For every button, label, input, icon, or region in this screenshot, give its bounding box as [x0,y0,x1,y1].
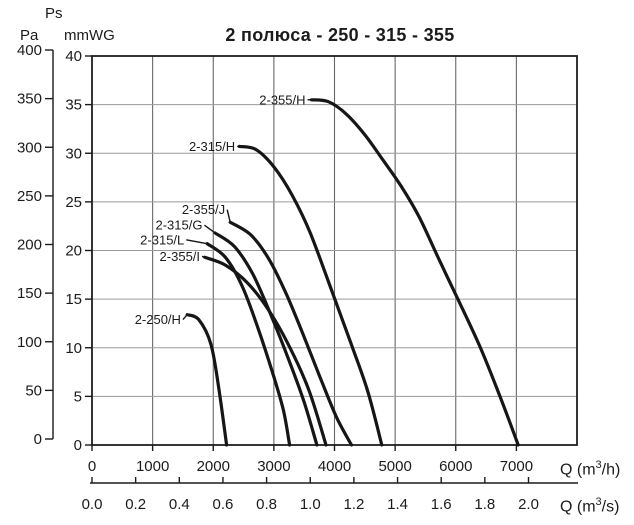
pa-tick-label: 250 [17,188,42,205]
m3h-tick-label: 3000 [257,458,290,475]
mmwg-axis-header: mmWG [64,27,115,44]
curve-label: 2-315/L [140,232,184,247]
m3h-tick-label: 7000 [500,458,533,475]
m3h-tick-label: 6000 [439,458,472,475]
curve-label-leader [226,209,231,223]
m3h-tick-label: 0 [88,458,96,475]
unit-suffix-m3h: /h) [601,461,621,479]
curve-2-315/G [213,231,319,447]
mmwg-tick-label: 15 [65,291,82,308]
m3h-tick-label: 1000 [136,458,169,475]
pa-tick-label: 100 [17,334,42,351]
curve-label: 2-355/I [160,249,200,264]
m3s-tick-label: 1.4 [387,496,408,513]
m3s-tick-label: 0.2 [125,496,146,513]
m3s-tick-label: 1.0 [300,496,321,513]
pa-tick-label: 50 [25,382,42,399]
x-axis-unit-m3s: Q (m3/s) [560,496,619,516]
mmwg-tick-label: 5 [74,388,82,405]
unit-prefix-m3h: Q (m [560,461,596,479]
curve-label: 2-355/J [182,202,225,217]
curve-label: 2-355/H [259,92,305,107]
m3s-tick-label: 0.0 [82,496,103,513]
ps-axis-header: Ps [45,5,63,22]
curve-label: 2-250/H [135,312,181,327]
unit-sup-m3h: 3 [595,459,602,471]
pa-tick-label: 400 [17,42,42,59]
chart-title: 2 полюса - 250 - 315 - 355 [225,25,455,45]
x-axis-unit-m3h: Q (m3/h) [560,459,620,479]
pa-tick-label: 350 [17,91,42,108]
curve-label: 2-315/G [155,218,202,233]
m3h-tick-label: 4000 [318,458,351,475]
mmwg-tick-label: 10 [65,340,82,357]
pa-tick-label: 0 [34,431,42,448]
m3h-tick-label: 5000 [378,458,411,475]
mmwg-tick-label: 25 [65,194,82,211]
pa-tick-label: 300 [17,139,42,156]
m3s-tick-label: 1.6 [431,496,452,513]
curve-label: 2-315/H [189,139,235,154]
curve-label-leader [204,224,216,234]
unit-sup-m3s: 3 [595,496,602,508]
unit-suffix-m3s: /s) [601,498,620,516]
mmwg-tick-label: 20 [65,243,82,260]
curve-2-250/H [185,313,229,447]
pa-tick-label: 150 [17,285,42,302]
mmwg-tick-label: 40 [65,48,82,65]
m3s-tick-label: 0.8 [256,496,277,513]
curve-label-leader [201,255,205,258]
curve-2-315/H [237,144,384,447]
mmwg-tick-label: 35 [65,97,82,114]
curve-label-leader [182,314,188,321]
pa-axis-header: Pa [20,27,39,44]
curve-2-355/J [228,220,354,447]
unit-prefix-m3s: Q (m [560,498,596,516]
curve-2-315/L [205,242,292,447]
m3s-tick-label: 0.4 [169,496,190,513]
mmwg-tick-label: 30 [65,145,82,162]
m3h-tick-label: 2000 [197,458,230,475]
curve-2-355/H [309,98,520,447]
curve-label-leader [186,239,208,245]
mmwg-tick-label: 0 [74,437,82,454]
m3s-tick-label: 2.0 [518,496,539,513]
m3s-tick-label: 1.2 [343,496,364,513]
m3s-tick-label: 0.6 [213,496,234,513]
m3s-tick-label: 1.8 [474,496,495,513]
pa-tick-label: 200 [17,237,42,254]
